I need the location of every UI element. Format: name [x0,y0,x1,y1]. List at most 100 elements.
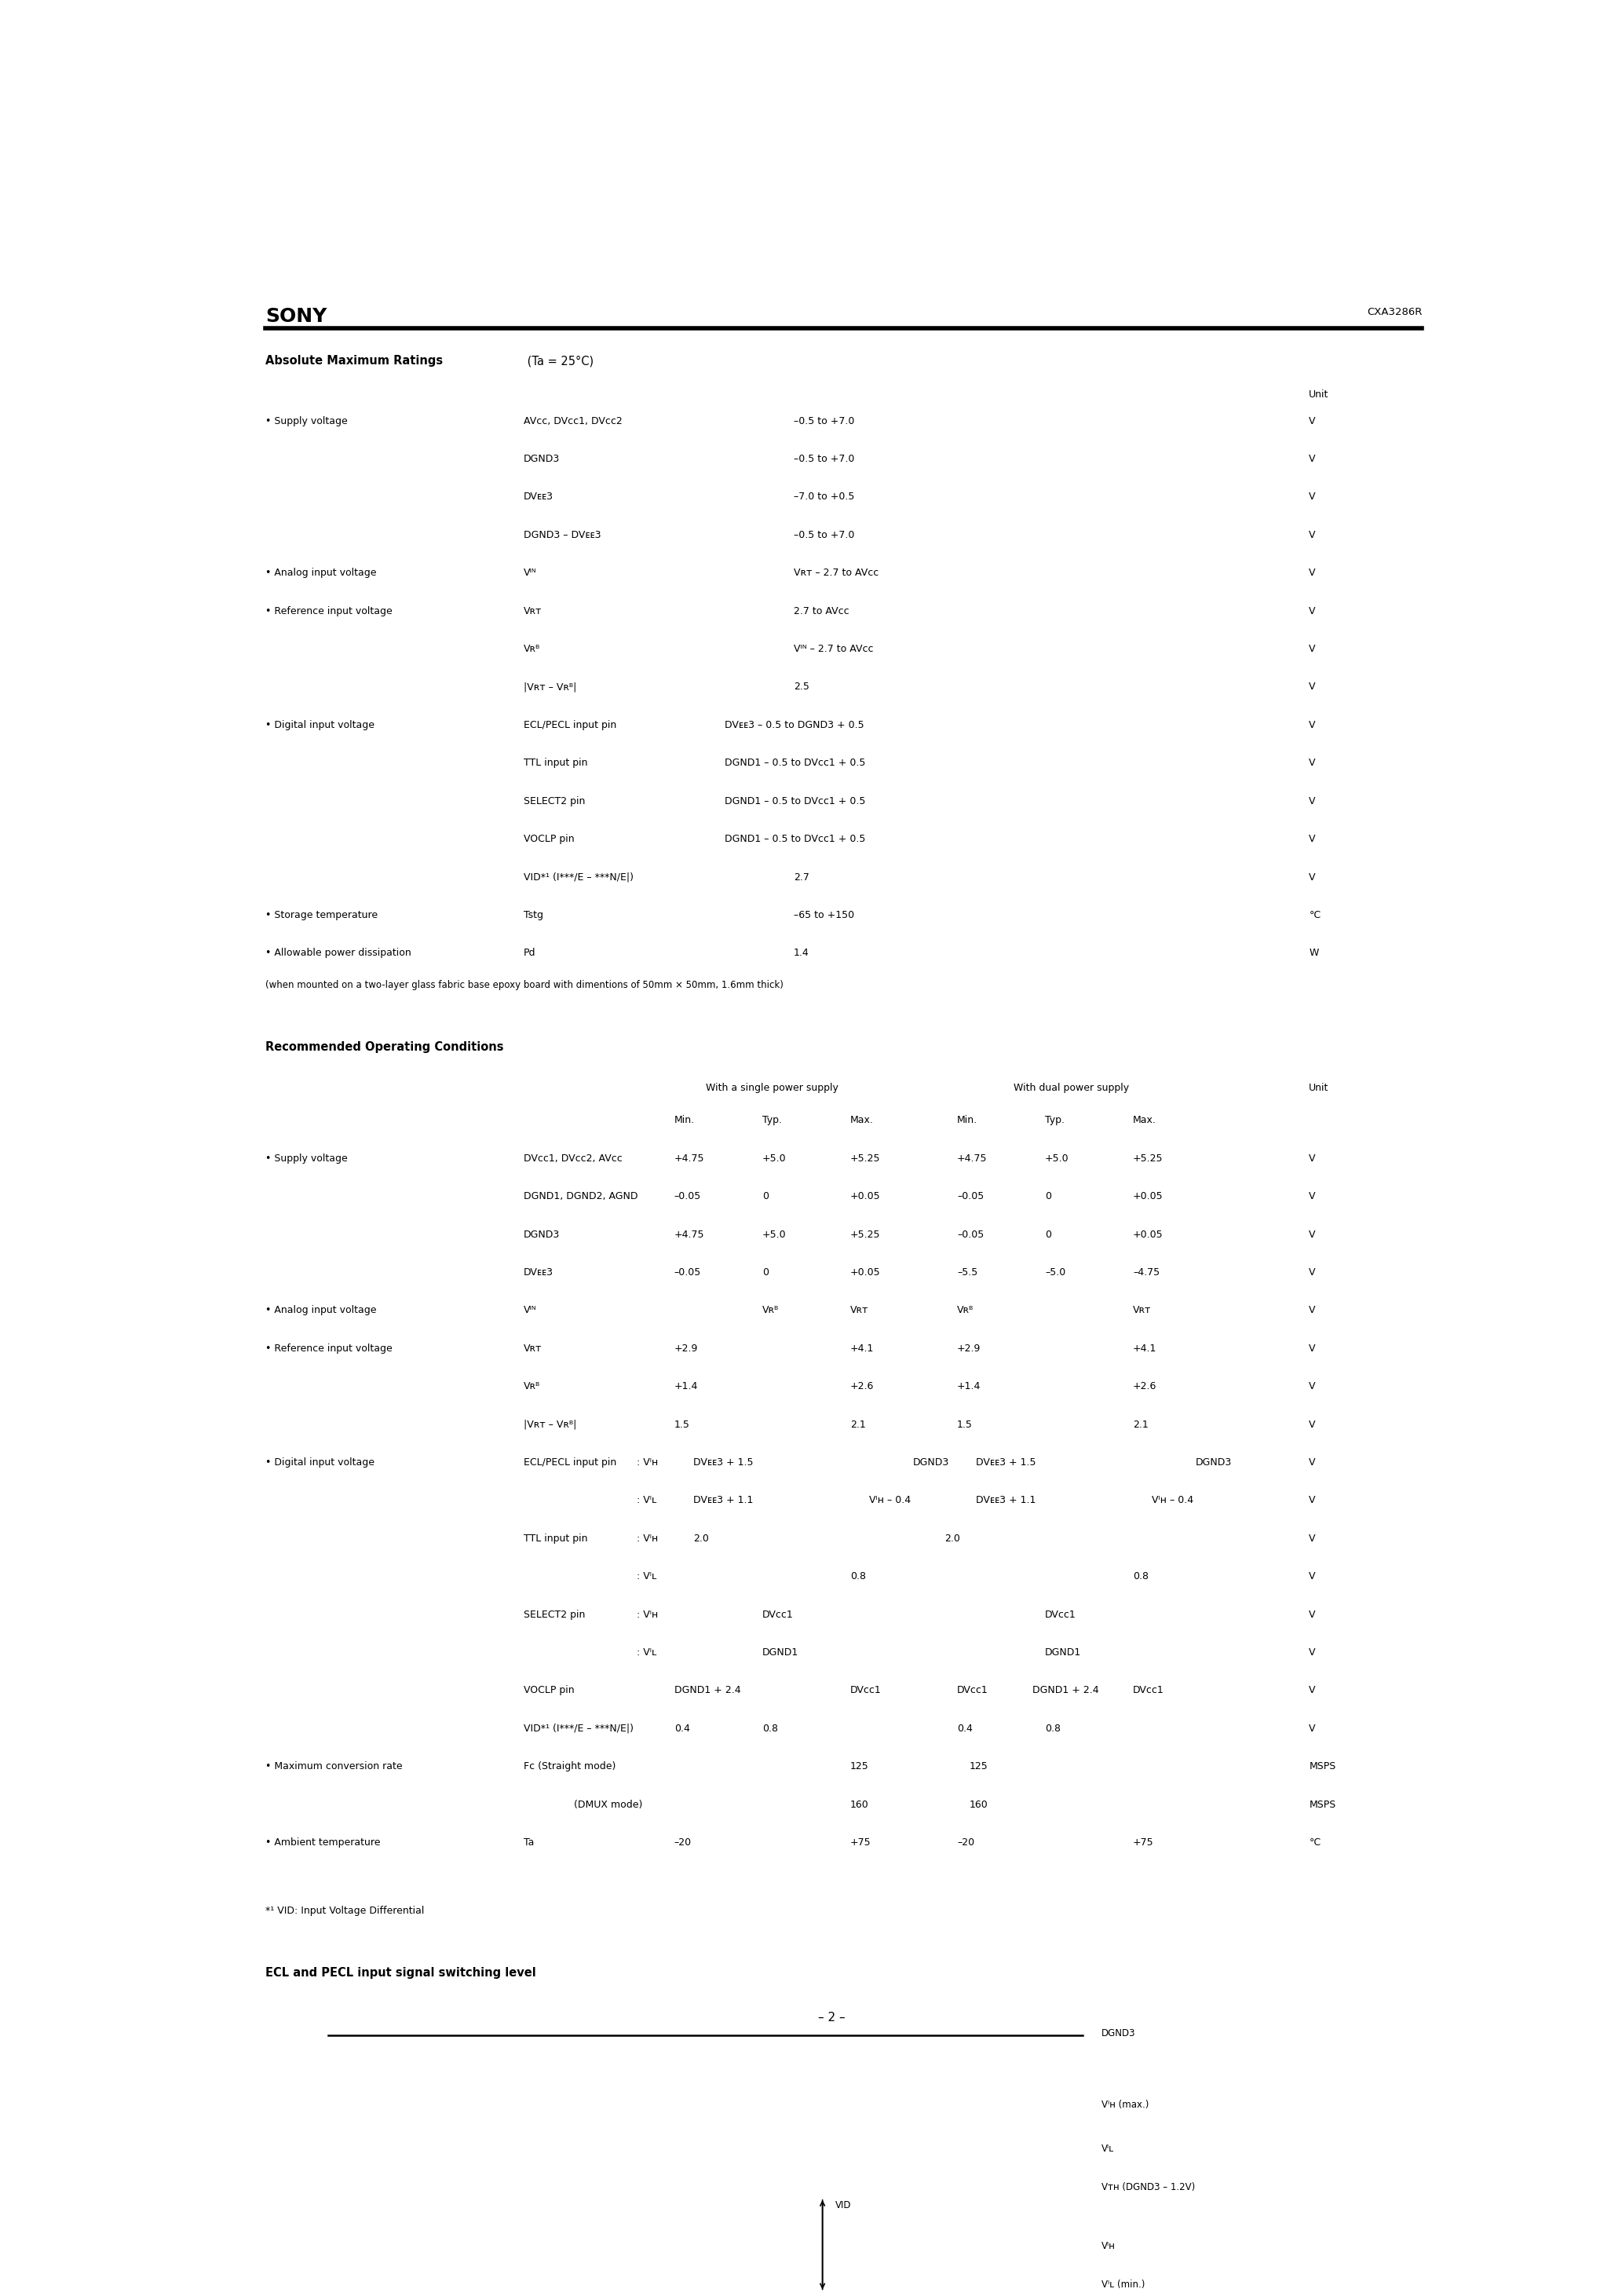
Text: +5.0: +5.0 [762,1153,787,1164]
Text: 1.5: 1.5 [675,1419,689,1430]
Text: 0: 0 [762,1192,769,1201]
Text: Ta: Ta [524,1837,534,1848]
Text: DGND1 – 0.5 to DVᴄᴄ1 + 0.5: DGND1 – 0.5 to DVᴄᴄ1 + 0.5 [725,758,865,769]
Text: – 2 –: – 2 – [817,2011,845,2023]
Text: Absolute Maximum Ratings: Absolute Maximum Ratings [266,356,443,367]
Text: : Vᴵʟ: : Vᴵʟ [636,1649,657,1658]
Text: –0.05: –0.05 [957,1192,985,1201]
Text: DGND3 – DVᴇᴇ3: DGND3 – DVᴇᴇ3 [524,530,600,540]
Text: 2.5: 2.5 [793,682,809,691]
Text: DVᴄᴄ1: DVᴄᴄ1 [1045,1609,1075,1619]
Text: +4.1: +4.1 [1134,1343,1156,1355]
Text: Tstg: Tstg [524,909,543,921]
Text: Vʀᴮ: Vʀᴮ [524,1382,540,1391]
Text: DVᴇᴇ3: DVᴇᴇ3 [524,1267,553,1277]
Text: V: V [1309,1649,1315,1658]
Text: (when mounted on a two-layer glass fabric base epoxy board with dimentions of 50: (when mounted on a two-layer glass fabri… [266,980,783,990]
Text: • Digital input voltage: • Digital input voltage [266,1458,375,1467]
Text: V: V [1309,643,1315,654]
Text: V: V [1309,1153,1315,1164]
Text: V: V [1309,1570,1315,1582]
Text: V: V [1309,416,1315,427]
Text: V: V [1309,1228,1315,1240]
Text: CXA3286R: CXA3286R [1367,308,1422,317]
Text: +4.1: +4.1 [850,1343,874,1355]
Text: Vᴵʜ – 0.4: Vᴵʜ – 0.4 [869,1495,910,1506]
Text: DGND1: DGND1 [1045,1649,1082,1658]
Text: 0.4: 0.4 [957,1724,973,1733]
Text: Vʀᴮ: Vʀᴮ [762,1306,779,1316]
Text: 0.8: 0.8 [850,1570,866,1582]
Text: 160: 160 [850,1800,869,1809]
Text: DVᴄᴄ1: DVᴄᴄ1 [762,1609,793,1619]
Text: +5.25: +5.25 [1134,1153,1163,1164]
Text: VOCLP pin: VOCLP pin [524,1685,574,1697]
Text: Vᴵʟ: Vᴵʟ [1101,2144,1114,2154]
Text: ECL/PECL input pin: ECL/PECL input pin [524,1458,616,1467]
Text: DGND1, DGND2, AGND: DGND1, DGND2, AGND [524,1192,637,1201]
Text: • Maximum conversion rate: • Maximum conversion rate [266,1761,402,1773]
Text: • Digital input voltage: • Digital input voltage [266,721,375,730]
Text: Typ.: Typ. [1045,1116,1064,1125]
Text: • Reference input voltage: • Reference input voltage [266,606,393,615]
Text: 125: 125 [970,1761,988,1773]
Text: SONY: SONY [266,308,328,326]
Text: DGND3: DGND3 [524,1228,560,1240]
Text: Pd: Pd [524,948,535,957]
Text: 1.4: 1.4 [793,948,809,957]
Text: MSPS: MSPS [1309,1761,1337,1773]
Text: Max.: Max. [850,1116,874,1125]
Text: VID*¹ (I***/E – ***N/E|): VID*¹ (I***/E – ***N/E|) [524,872,633,882]
Text: • Analog input voltage: • Analog input voltage [266,567,376,579]
Text: V: V [1309,1192,1315,1201]
Text: +0.05: +0.05 [1134,1192,1163,1201]
Text: –20: –20 [675,1837,691,1848]
Text: Vᴵᴺ – 2.7 to AVᴄᴄ: Vᴵᴺ – 2.7 to AVᴄᴄ [793,643,873,654]
Text: DVᴇᴇ3 – 0.5 to DGND3 + 0.5: DVᴇᴇ3 – 0.5 to DGND3 + 0.5 [725,721,865,730]
Text: • Storage temperature: • Storage temperature [266,909,378,921]
Text: –5.0: –5.0 [1045,1267,1066,1277]
Text: Vᴵʜ (max.): Vᴵʜ (max.) [1101,2101,1148,2110]
Text: +2.6: +2.6 [1134,1382,1156,1391]
Text: °C: °C [1309,1837,1320,1848]
Text: VID: VID [835,2200,852,2211]
Text: V: V [1309,797,1315,806]
Text: V: V [1309,1382,1315,1391]
Text: DVᴇᴇ3 + 1.5: DVᴇᴇ3 + 1.5 [693,1458,753,1467]
Text: Fc (Straight mode): Fc (Straight mode) [524,1761,615,1773]
Text: DGND1 – 0.5 to DVᴄᴄ1 + 0.5: DGND1 – 0.5 to DVᴄᴄ1 + 0.5 [725,797,865,806]
Text: +5.0: +5.0 [762,1228,787,1240]
Text: Vᴵᴺ: Vᴵᴺ [524,567,537,579]
Text: DGND1 + 2.4: DGND1 + 2.4 [675,1685,741,1697]
Text: +1.4: +1.4 [675,1382,697,1391]
Text: V: V [1309,833,1315,845]
Text: DGND3: DGND3 [913,1458,949,1467]
Text: 2.7 to AVᴄᴄ: 2.7 to AVᴄᴄ [793,606,848,615]
Text: V: V [1309,758,1315,769]
Text: : Vᴵʟ: : Vᴵʟ [636,1495,657,1506]
Text: Recommended Operating Conditions: Recommended Operating Conditions [266,1040,504,1054]
Text: +4.75: +4.75 [675,1228,704,1240]
Text: • Ambient temperature: • Ambient temperature [266,1837,381,1848]
Text: Vʀᴛ: Vʀᴛ [524,606,542,615]
Text: DGND3: DGND3 [1195,1458,1233,1467]
Text: V: V [1309,1609,1315,1619]
Text: DGND1: DGND1 [762,1649,798,1658]
Text: Max.: Max. [1134,1116,1156,1125]
Text: –0.5 to +7.0: –0.5 to +7.0 [793,530,855,540]
Text: DVᴄᴄ1: DVᴄᴄ1 [850,1685,881,1697]
Text: DVᴄᴄ1: DVᴄᴄ1 [957,1685,988,1697]
Text: DGND1 + 2.4: DGND1 + 2.4 [1033,1685,1098,1697]
Text: • Reference input voltage: • Reference input voltage [266,1343,393,1355]
Text: V: V [1309,1495,1315,1506]
Text: °C: °C [1309,909,1320,921]
Text: : Vᴵʟ: : Vᴵʟ [636,1570,657,1582]
Text: Vʀᴮ: Vʀᴮ [524,643,540,654]
Text: Min.: Min. [957,1116,978,1125]
Text: (DMUX mode): (DMUX mode) [574,1800,642,1809]
Text: DVᴇᴇ3 + 1.5: DVᴇᴇ3 + 1.5 [976,1458,1036,1467]
Text: 0: 0 [1045,1228,1051,1240]
Text: TTL input pin: TTL input pin [524,1534,587,1543]
Text: Vᴵʜ: Vᴵʜ [1101,2241,1116,2250]
Text: V: V [1309,1343,1315,1355]
